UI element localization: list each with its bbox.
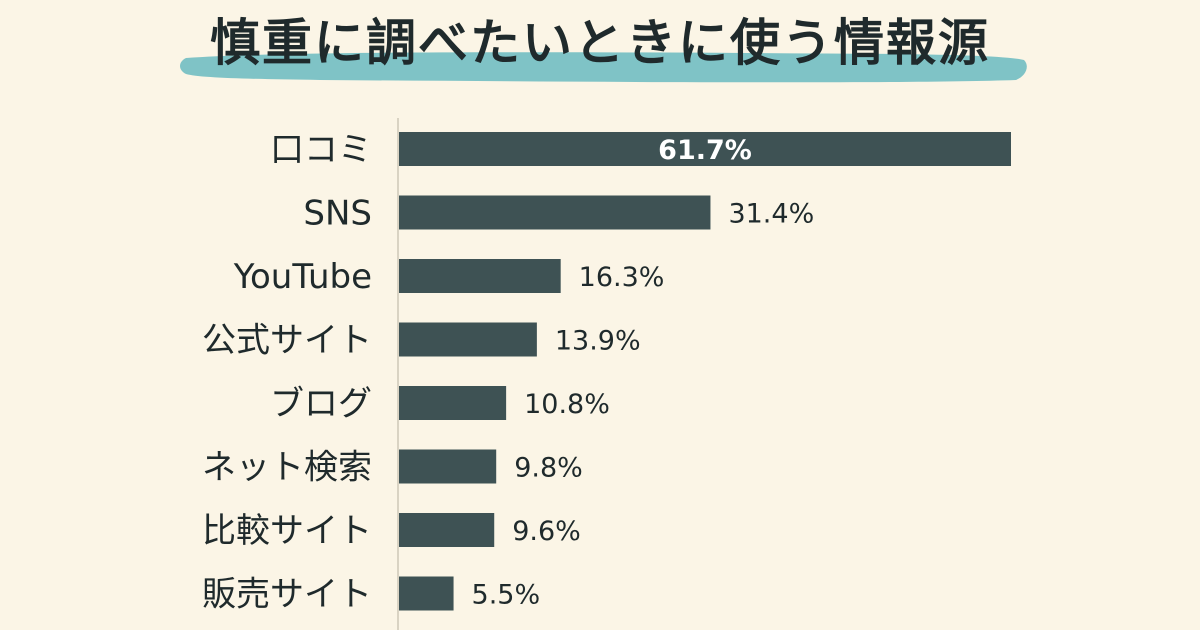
value-label: 9.6% [512,516,581,547]
category-label: 比較サイト [202,511,372,551]
bar [399,132,1011,166]
value-label: 31.4% [728,199,814,230]
bar [399,195,711,230]
bar [399,386,507,420]
bar [399,576,454,611]
category-label: 販売サイト [202,575,372,615]
category-label: ネット検索 [202,448,372,488]
value-label: 61.7% [658,135,752,166]
bar [399,513,495,547]
bar [399,259,561,293]
category-label: ブログ [270,384,372,424]
bar [399,322,537,357]
value-label: 13.9% [555,326,641,357]
title-brush-stroke [180,52,1027,83]
value-label: 10.8% [524,389,610,420]
category-label: YouTube [233,257,372,297]
category-label: 口コミ [270,130,372,170]
title-area: 慎重に調べたいときに使う情報源 [0,0,1200,100]
value-label: 16.3% [579,262,665,293]
chart-title: 慎重に調べたいときに使う情報源 [210,14,990,72]
category-label: SNS [303,194,372,234]
value-label: 5.5% [472,580,541,611]
bar [399,449,497,484]
category-label: 公式サイト [202,321,372,361]
value-label: 9.8% [514,453,583,484]
